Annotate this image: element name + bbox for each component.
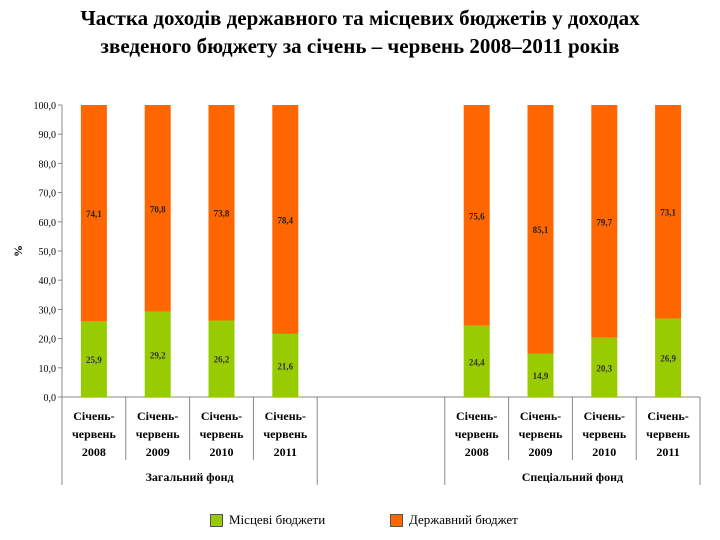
y-axis-label: % bbox=[11, 245, 25, 257]
bar-state bbox=[463, 105, 490, 326]
y-tick-label: 20,0 bbox=[39, 335, 57, 346]
bar-local bbox=[208, 320, 235, 397]
data-label-local: 24,4 bbox=[469, 357, 485, 367]
category-label-line-2: червень bbox=[136, 427, 180, 441]
legend-swatch-local bbox=[210, 513, 223, 527]
bar-state bbox=[655, 105, 682, 319]
category-label-line-2: червень bbox=[646, 427, 690, 441]
data-label-local: 26,2 bbox=[214, 355, 230, 365]
bar-state bbox=[144, 105, 171, 312]
category-label-year: 2009 bbox=[529, 445, 553, 459]
category-label-line-2: червень bbox=[263, 427, 307, 441]
y-tick-label: 70,0 bbox=[39, 189, 57, 200]
bar-state bbox=[208, 105, 235, 321]
y-tick-label: 10,0 bbox=[39, 364, 57, 375]
data-label-state: 70,8 bbox=[150, 204, 166, 214]
legend-label-state: Державний бюджет bbox=[409, 512, 518, 527]
chart-title-line-2: зведеного бюджету за січень – червень 20… bbox=[100, 34, 620, 58]
legend-label-local: Місцеві бюджети bbox=[229, 512, 326, 527]
bar-state bbox=[272, 105, 299, 334]
category-label-line-2: червень bbox=[72, 427, 116, 441]
bar-local bbox=[655, 318, 682, 397]
category-label-year: 2011 bbox=[656, 445, 679, 459]
y-tick-label: 80,0 bbox=[39, 159, 57, 170]
bar-state bbox=[527, 105, 554, 354]
category-label-line-1: Січень- bbox=[265, 409, 306, 423]
category-label-year: 2009 bbox=[146, 445, 170, 459]
data-label-state: 75,6 bbox=[469, 211, 485, 221]
y-tick-label: 40,0 bbox=[39, 276, 57, 287]
bar-local bbox=[527, 353, 554, 397]
category-label-year: 2008 bbox=[82, 445, 106, 459]
data-label-local: 20,3 bbox=[596, 363, 612, 373]
bar-local bbox=[463, 325, 490, 397]
chart-legend: Місцеві бюджети Державний бюджет bbox=[0, 512, 720, 536]
category-label-line-1: Січень- bbox=[73, 409, 114, 423]
y-tick-label: 50,0 bbox=[39, 247, 57, 258]
data-label-state: 79,7 bbox=[596, 217, 612, 227]
legend-swatch-state bbox=[390, 513, 403, 527]
category-label-year: 2010 bbox=[210, 445, 234, 459]
data-label-local: 14,9 bbox=[533, 371, 549, 381]
y-tick-label: 30,0 bbox=[39, 305, 57, 316]
data-label-state: 85,1 bbox=[533, 225, 549, 235]
data-label-state: 73,8 bbox=[214, 209, 230, 219]
category-label-line-2: червень bbox=[200, 427, 244, 441]
category-label-line-2: червень bbox=[582, 427, 626, 441]
category-label-line-1: Січень- bbox=[137, 409, 178, 423]
y-tick-label: 90,0 bbox=[39, 130, 57, 141]
bar-local bbox=[272, 333, 299, 397]
category-label-year: 2010 bbox=[592, 445, 616, 459]
category-label-year: 2008 bbox=[465, 445, 489, 459]
bar-local bbox=[144, 311, 171, 397]
data-label-local: 25,9 bbox=[86, 355, 102, 365]
y-tick-label: 60,0 bbox=[39, 218, 57, 229]
data-label-state: 78,4 bbox=[277, 215, 293, 225]
bar-local bbox=[591, 337, 618, 397]
data-label-local: 26,9 bbox=[660, 354, 676, 364]
category-label-year: 2011 bbox=[274, 445, 297, 459]
bar-state bbox=[80, 105, 107, 322]
data-label-local: 21,6 bbox=[277, 361, 293, 371]
y-tick-label: 100,0 bbox=[34, 101, 57, 112]
data-label-local: 29,2 bbox=[150, 350, 166, 360]
chart-title-line-1: Частка доходів державного та місцевих бю… bbox=[80, 6, 640, 30]
category-label-line-1: Січень- bbox=[647, 409, 688, 423]
bar-local bbox=[80, 321, 107, 397]
y-tick-label: 0,0 bbox=[44, 393, 57, 404]
category-label-line-1: Січень- bbox=[584, 409, 625, 423]
category-label-line-1: Січень- bbox=[456, 409, 497, 423]
group-label: Спеціальний фонд bbox=[522, 470, 623, 484]
data-label-state: 73,1 bbox=[660, 208, 676, 218]
bar-state bbox=[591, 105, 618, 338]
category-label-line-1: Січень- bbox=[520, 409, 561, 423]
category-label-line-1: Січень- bbox=[201, 409, 242, 423]
category-label-line-2: червень bbox=[455, 427, 499, 441]
chart-title: Частка доходів державного та місцевих бю… bbox=[0, 4, 720, 60]
legend-item-local: Місцеві бюджети bbox=[210, 512, 325, 528]
data-label-state: 74,1 bbox=[86, 209, 102, 219]
group-label: Загальний фонд bbox=[146, 470, 234, 484]
stacked-bar-chart: 0,0 10,0 20,0 30,0 40,0 50,0 60,0 70,0 80,0 90,0 1… bbox=[11, 101, 701, 485]
legend-item-state: Державний бюджет bbox=[390, 512, 518, 528]
category-label-line-2: червень bbox=[519, 427, 563, 441]
